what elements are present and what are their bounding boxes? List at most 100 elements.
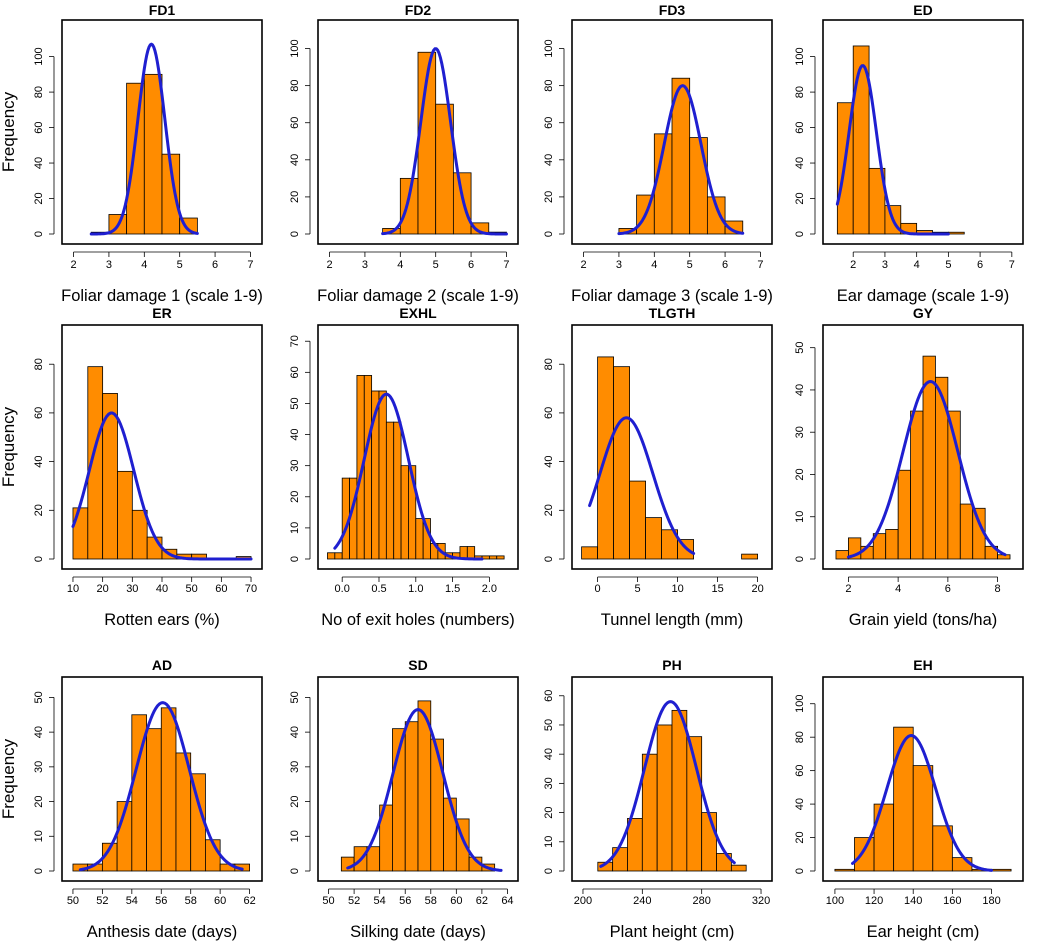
bar <box>363 375 373 560</box>
chart-title: SD <box>408 657 427 673</box>
x-tick-label: 280 <box>692 895 710 907</box>
bar <box>689 137 708 235</box>
bar <box>852 45 870 235</box>
y-tick-label: 80 <box>794 86 806 98</box>
y-tick-label: 10 <box>33 830 45 842</box>
y-tick-label: 20 <box>543 806 555 818</box>
y-tick-label: 80 <box>289 80 301 92</box>
bar <box>146 536 163 560</box>
y-tick-label: 20 <box>289 191 301 203</box>
panel-exhl: EXHL 0.0 0.5 1.0 1.5 2.0 0 10 20 30 40 50 60 70 No of … <box>289 305 519 629</box>
panel-gy: GY 2 4 6 8 0 10 20 30 40 50 Grain yield (tons/ha) <box>794 305 1024 629</box>
x-tick-label: 0.0 <box>335 583 350 595</box>
bar <box>415 518 424 560</box>
panel-eh: EH 100 120 140 160 180 0 20 40 60 80 100 Ear height … <box>794 657 1024 941</box>
y-tick-label: 40 <box>289 154 301 166</box>
bar <box>932 825 953 872</box>
y-tick-label: 80 <box>543 358 555 370</box>
y-tick-label: 70 <box>289 335 301 347</box>
plot-frame <box>822 676 1024 882</box>
bar <box>400 465 409 560</box>
x-axis-label: Tunnel length (mm) <box>601 611 743 629</box>
panel-fd1: FD1 2 3 4 5 6 7 0 20 40 60 80 100 Foliar damage 1 (sc… <box>0 2 263 305</box>
y-tick-label: 40 <box>794 384 806 396</box>
chart-title: GY <box>913 305 934 321</box>
panel-ph: PH 200 240 280 320 0 10 20 30 40 50 60 Plant height … <box>543 657 773 941</box>
normal-fit-curve <box>835 64 950 236</box>
x-tick-label: 2 <box>845 583 851 595</box>
bar <box>385 421 395 560</box>
x-tick-label: 50 <box>322 895 334 907</box>
y-tick-label: 40 <box>289 428 301 440</box>
x-tick-label: 1.0 <box>408 583 423 595</box>
bar <box>835 550 849 560</box>
bar <box>126 82 145 235</box>
bar <box>393 421 402 560</box>
x-axis-label: Ear height (cm) <box>867 923 980 941</box>
panel-fd3: FD3 2 3 4 5 6 7 0 20 40 60 80 100 Foliar damage 3 (sc… <box>543 2 773 305</box>
x-tick-label: 6 <box>468 259 474 271</box>
plot-frame <box>571 324 773 570</box>
x-tick-label: 120 <box>865 895 883 907</box>
y-tick-label: 40 <box>794 157 806 169</box>
y-tick-label: 50 <box>543 719 555 731</box>
panel-er: ER 10 20 30 40 50 60 70 0 20 40 60 80 Rotten ears (%)… <box>0 305 263 629</box>
y-tick-label: 40 <box>33 726 45 738</box>
y-tick-label: 30 <box>543 777 555 789</box>
y-tick-label: 50 <box>289 397 301 409</box>
x-tick-label: 54 <box>374 895 386 907</box>
normal-fit-curve <box>381 47 508 236</box>
chart-title: AD <box>152 657 172 673</box>
y-tick-label: 50 <box>289 691 301 703</box>
plot-frame <box>61 324 263 570</box>
x-tick-label: 60 <box>450 895 462 907</box>
x-tick-label: 10 <box>671 583 683 595</box>
bar <box>404 721 419 872</box>
bar <box>435 103 454 235</box>
bar <box>488 555 498 560</box>
x-tick-label: 2 <box>850 259 856 271</box>
x-tick-label: 54 <box>126 895 138 907</box>
plot-frame <box>822 324 1024 570</box>
bar <box>613 366 630 560</box>
y-tick-label: 100 <box>794 695 806 713</box>
y-tick-label: 100 <box>289 39 301 57</box>
bar <box>656 724 673 872</box>
bar <box>408 465 417 560</box>
plot-frame <box>317 676 519 882</box>
x-tick-label: 140 <box>904 895 922 907</box>
y-tick-label: 20 <box>794 831 806 843</box>
y-tick-label: 60 <box>543 407 555 419</box>
bar <box>724 220 744 235</box>
y-axis-label: Frequency <box>0 406 18 487</box>
chart-title: PH <box>662 657 681 673</box>
y-tick-label: 80 <box>794 731 806 743</box>
bar <box>327 552 336 560</box>
y-tick-label: 0 <box>33 556 45 562</box>
bar <box>885 529 899 560</box>
bar <box>143 73 163 235</box>
chart-title: EXHL <box>399 305 437 321</box>
x-tick-label: 160 <box>943 895 961 907</box>
bar <box>452 172 472 235</box>
x-tick-label: 62 <box>243 895 255 907</box>
y-tick-label: 100 <box>794 47 806 65</box>
normal-fit-curve <box>588 416 696 555</box>
x-tick-label: 7 <box>247 259 253 271</box>
bar <box>161 153 181 235</box>
x-tick-label: 3 <box>882 259 888 271</box>
bar <box>117 470 133 560</box>
y-tick-label: 40 <box>543 748 555 760</box>
bar <box>959 503 974 560</box>
normal-fit-curve <box>346 708 503 872</box>
y-tick-label: 10 <box>794 511 806 523</box>
x-tick-label: 7 <box>1009 259 1015 271</box>
y-axis-label: Frequency <box>0 738 18 819</box>
x-tick-label: 58 <box>185 895 197 907</box>
x-tick-label: 4 <box>914 259 920 271</box>
y-tick-label: 30 <box>33 761 45 773</box>
bar <box>701 812 717 872</box>
y-tick-label: 60 <box>543 690 555 702</box>
plot-frame <box>61 19 263 245</box>
